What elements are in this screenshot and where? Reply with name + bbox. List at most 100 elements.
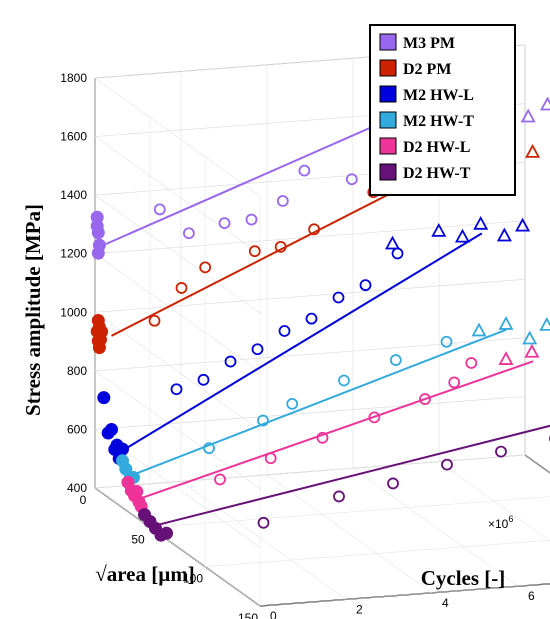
y-multiplier-base: ×10	[488, 517, 509, 531]
open-point-2-7	[359, 279, 372, 292]
open-point-2-3	[251, 343, 264, 356]
grid-z-back-1	[94, 396, 526, 430]
grid-x-floor-3	[259, 583, 550, 607]
y-multiplier-exp: 6	[508, 514, 513, 524]
legend-label-2: M2 HW-L	[403, 87, 474, 104]
open-point-1-0	[148, 314, 161, 327]
triangle-point-1-5	[525, 143, 541, 158]
open-point-0-5	[298, 164, 311, 177]
open-point-3-5	[440, 335, 453, 348]
open-point-4-4	[419, 393, 431, 405]
grid-x-floor-2	[204, 539, 550, 567]
grid-y-floor-2	[266, 474, 433, 594]
grid-y-floor-0	[94, 487, 261, 607]
y-axis-label: Cycles [-]	[421, 566, 506, 590]
open-point-0-4	[276, 195, 289, 207]
fit-line-5	[155, 424, 550, 527]
open-point-5-2	[387, 477, 399, 490]
z-tick-0: 400	[67, 481, 87, 495]
open-point-1-4	[274, 240, 287, 253]
grid-x-floor-1	[149, 496, 550, 528]
open-point-2-0	[170, 383, 183, 396]
open-point-5-4	[495, 445, 507, 458]
grid-y-floor-1	[180, 481, 347, 600]
filled-point-2-2	[105, 423, 118, 437]
open-point-1-3	[248, 245, 261, 258]
grid-z-left-3	[94, 312, 261, 431]
x-tick-3: 150	[238, 611, 258, 619]
filled-point-2-6	[116, 442, 129, 456]
open-point-4-2	[316, 431, 329, 444]
triangle-point-4-1	[524, 343, 540, 358]
x-tick-0: 0	[80, 493, 87, 507]
open-point-5-1	[333, 490, 345, 503]
triangle-point-3-1	[498, 316, 514, 330]
legend-label-5: D2 HW-T	[403, 165, 471, 182]
grid-z-left-6	[94, 136, 261, 255]
x-axis-label: √area [µm]	[95, 562, 195, 586]
grid-x-floor-0	[94, 454, 526, 489]
open-point-0-6	[345, 173, 358, 186]
filled-point-5-4	[160, 526, 173, 540]
grid-z-left-4	[94, 253, 261, 372]
triangle-point-4-0	[498, 351, 514, 365]
open-point-2-6	[332, 291, 345, 304]
filled-point-0-3	[91, 246, 105, 260]
triangle-point-0-7	[539, 96, 550, 111]
filled-point-1-6	[95, 325, 109, 339]
open-point-3-1	[257, 414, 269, 427]
y-tick-0: 0	[270, 609, 277, 619]
open-point-5-0	[257, 516, 270, 529]
legend-label-4: D2 HW-L	[403, 139, 470, 156]
grid-z-back-3	[94, 278, 526, 313]
open-point-0-2	[218, 217, 231, 230]
y-multiplier: ×106	[488, 514, 513, 531]
grid-z-back-4	[94, 220, 526, 255]
open-point-1-1	[175, 282, 188, 294]
open-point-3-3	[338, 374, 350, 387]
z-tick-4: 1200	[60, 247, 87, 261]
y-tick-3: 6	[528, 589, 535, 603]
legend-label-3: M2 HW-T	[403, 113, 474, 130]
z-tick-3: 1000	[60, 305, 87, 319]
open-point-4-5	[448, 376, 461, 389]
open-point-3-0	[203, 442, 215, 455]
y-axis-line	[524, 454, 550, 474]
open-point-0-1	[182, 227, 195, 240]
legend-label-1: D2 PM	[403, 61, 451, 78]
grid-z-left-5	[94, 194, 261, 314]
grid-z-left-7	[94, 77, 261, 197]
triangle-point-2-3	[473, 215, 489, 230]
series-4	[121, 343, 540, 513]
x-tick-2: 100	[183, 572, 203, 586]
tick-labels: 400 600 800 1000 1200 1400 1600 1800 0 50 100 150 0 2…	[60, 71, 535, 619]
grid-z-left-2	[94, 370, 261, 490]
open-point-2-5	[305, 312, 318, 325]
z-tick-7: 1800	[60, 71, 87, 85]
open-point-3-2	[286, 397, 299, 410]
open-point-4-0	[214, 473, 226, 486]
z-tick-5: 1400	[60, 188, 87, 202]
open-point-2-2	[224, 355, 237, 368]
fit-line-4	[138, 360, 534, 500]
legend-swatch-2	[379, 85, 397, 103]
open-point-2-8	[391, 247, 404, 260]
grid-y-floor-4	[438, 461, 550, 542]
fit-line-0	[105, 115, 398, 245]
y-tick-2: 4	[442, 596, 449, 610]
series-3	[116, 316, 550, 489]
filled-point-1-5	[92, 341, 106, 355]
triangle-point-2-5	[515, 217, 531, 232]
open-point-4-1	[264, 452, 277, 465]
open-point-1-5	[308, 223, 321, 236]
open-point-3-4	[389, 354, 402, 366]
legend-swatch-3	[379, 111, 397, 129]
triangle-point-2-4	[496, 227, 512, 242]
filled-point-2-0	[97, 391, 111, 405]
triangle-point-3-2	[522, 330, 538, 345]
z-tick-6: 1600	[60, 130, 87, 144]
z-axis-label: Stress amplitude [MPa]	[21, 204, 45, 416]
legend-label-0: M3 PM	[403, 35, 455, 52]
open-point-4-3	[368, 411, 381, 424]
